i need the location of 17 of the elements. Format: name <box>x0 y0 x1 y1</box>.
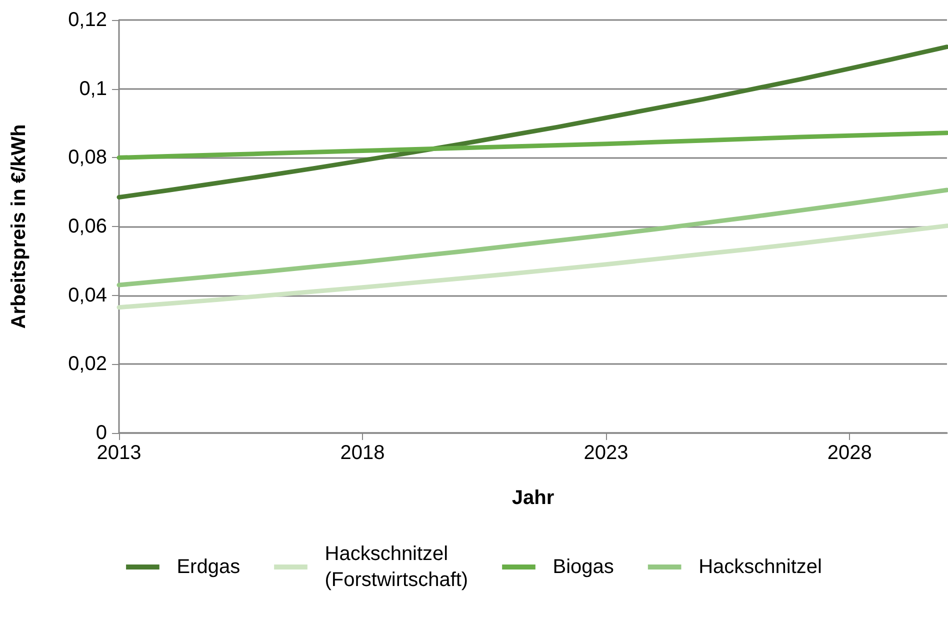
y-tick-label: 0 <box>96 422 107 444</box>
x-tick-label: 2028 <box>827 442 872 464</box>
legend-label: Hackschnitzel <box>698 556 822 578</box>
x-tick-label: 2013 <box>96 442 142 464</box>
legend-label: Erdgas <box>176 556 240 578</box>
y-axis-title: Arbeitspreis in €/kWh <box>8 124 30 329</box>
x-tick-label: 2023 <box>584 442 628 464</box>
y-tick-label: 0,12 <box>68 9 107 31</box>
legend-label: Hackschnitzel (Forstwirtschaft) <box>324 543 468 591</box>
y-tick-label: 0,04 <box>68 284 107 306</box>
y-tick-label: 0,08 <box>68 146 107 169</box>
y-tick-label: 0,1 <box>79 78 107 100</box>
y-tick-label: 0,06 <box>68 216 107 238</box>
x-tick-label: 2018 <box>340 442 385 464</box>
x-axis-title: Jahr <box>512 487 554 509</box>
legend-label: Biogas <box>552 556 614 578</box>
y-tick-label: 0,02 <box>68 353 107 376</box>
